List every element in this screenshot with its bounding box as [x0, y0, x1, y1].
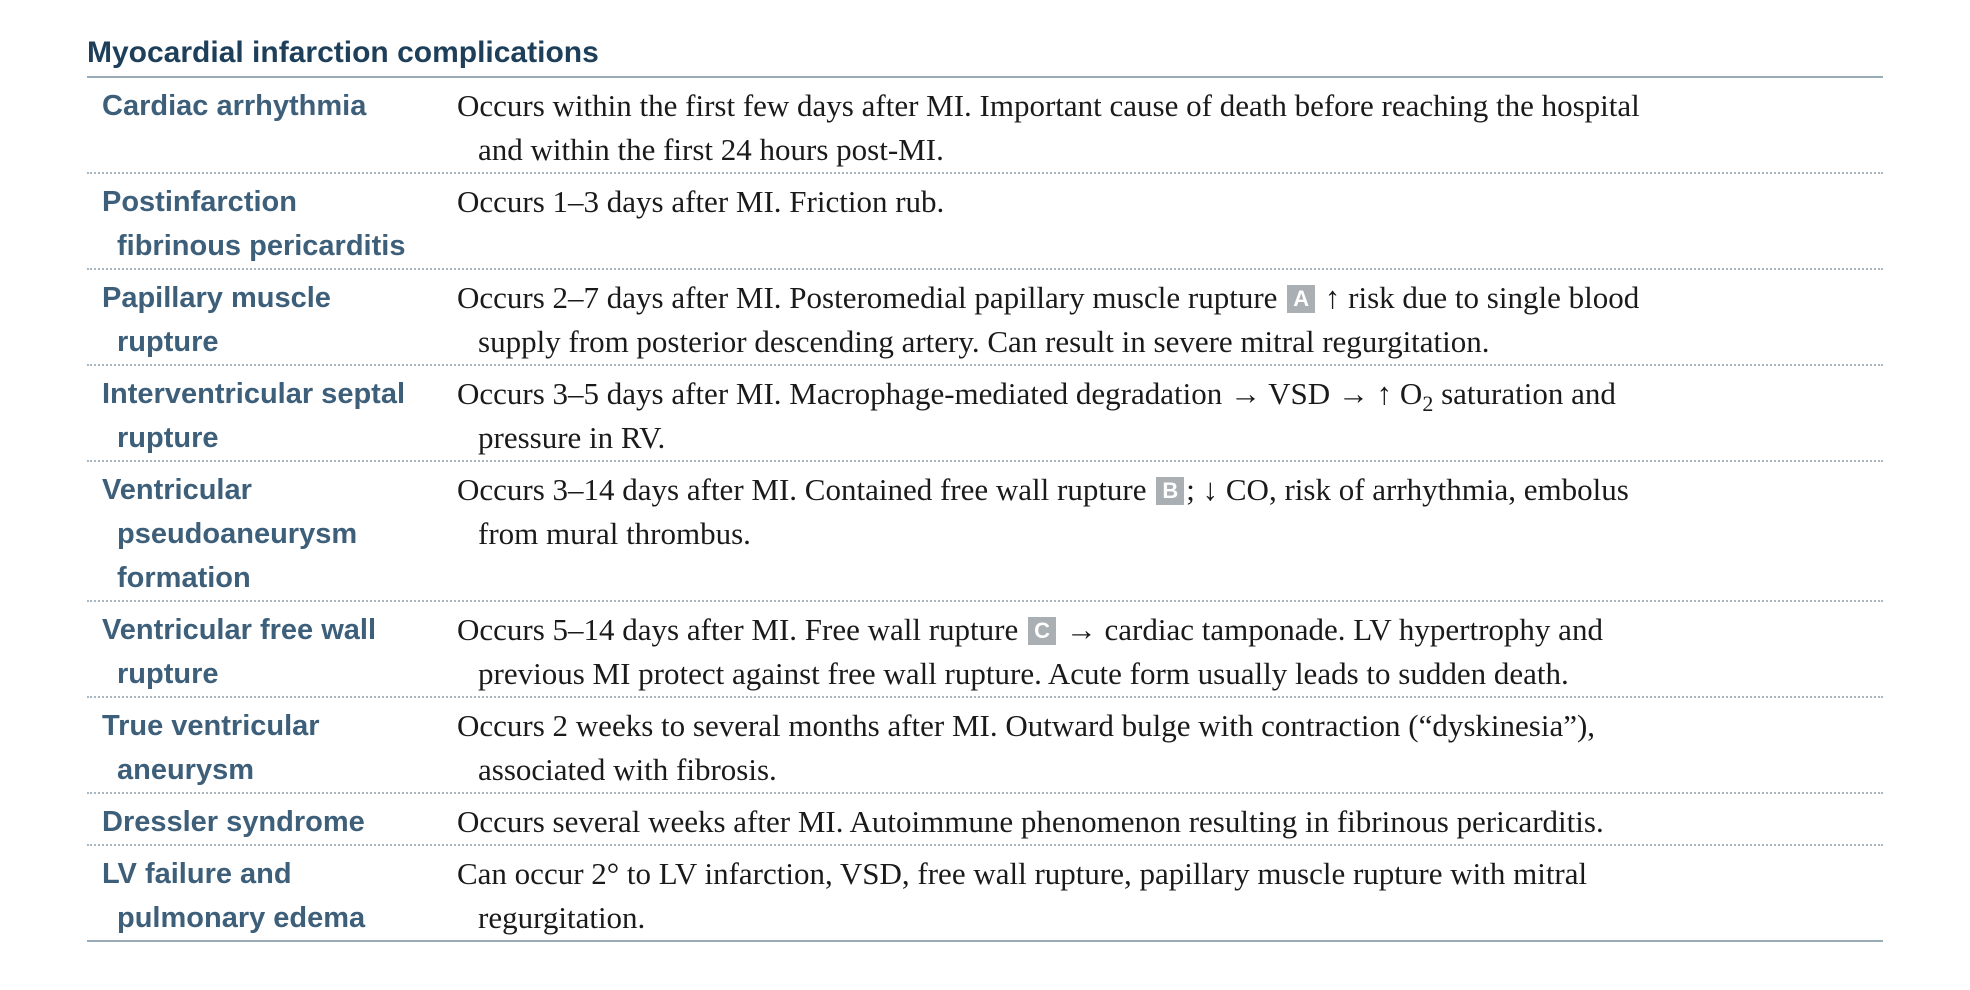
complication-description: Occurs 5–14 days after MI. Free wall rup… — [457, 608, 1883, 696]
description-text: previous MI protect against free wall ru… — [478, 656, 1569, 691]
table-row: Interventricular septal rupture Occurs 3–5… — [87, 366, 1883, 462]
complication-name-line: rupture — [117, 658, 219, 690]
description-line: regurgitation. — [457, 896, 1883, 940]
complication-name-line: LV failure and — [102, 858, 292, 890]
complication-name: LV failure and pulmonary edema — [87, 852, 457, 940]
description-text: associated with fibrosis. — [478, 752, 777, 787]
complication-description: Occurs 3–14 days after MI. Contained fre… — [457, 468, 1883, 600]
complication-name: Dressler syndrome — [87, 800, 457, 844]
top-rule — [87, 76, 1883, 78]
description-text: Occurs several weeks after MI. Autoimmun… — [457, 804, 1604, 839]
complication-description: Occurs 2 weeks to several months after M… — [457, 704, 1883, 792]
complication-description: Can occur 2° to LV infarction, VSD, free… — [457, 852, 1883, 940]
description-text: from mural thrombus. — [478, 516, 751, 551]
complication-name: Ventricular free wall rupture — [87, 608, 457, 696]
description-text: Occurs 2 weeks to several months after M… — [457, 708, 1596, 743]
table-row: Cardiac arrhythmia Occurs within the firs… — [87, 78, 1883, 174]
description-line: supply from posterior descending artery.… — [457, 320, 1883, 364]
description-text: Occurs 2–7 days after MI. Posteromedial … — [457, 280, 1286, 315]
complication-name-line: pseudoaneurysm — [117, 518, 358, 550]
subscript: 2 — [1422, 391, 1434, 417]
description-text: and within the first 24 hours post-MI. — [478, 132, 944, 167]
table-row: LV failure and pulmonary edema Can occur 2… — [87, 846, 1883, 940]
description-line: associated with fibrosis. — [457, 748, 1883, 792]
description-line: Occurs 2–7 days after MI. Posteromedial … — [457, 276, 1883, 320]
complications-table: Cardiac arrhythmia Occurs within the firs… — [87, 78, 1883, 940]
complication-name: Interventricular septal rupture — [87, 372, 457, 460]
complication-description: Occurs within the first few days after M… — [457, 84, 1883, 172]
complication-description: Occurs several weeks after MI. Autoimmun… — [457, 800, 1883, 844]
bottom-rule — [87, 940, 1883, 942]
image-reference-badge: C — [1028, 617, 1057, 645]
complication-name-line: Interventricular septal — [102, 378, 405, 410]
complication-name-line: Cardiac arrhythmia — [102, 90, 367, 122]
description-line: previous MI protect against free wall ru… — [457, 652, 1883, 696]
table-row: True ventricular aneurysm Occurs 2 weeks t… — [87, 698, 1883, 794]
complication-name-line: Papillary muscle — [102, 282, 331, 314]
description-line: pressure in RV. — [457, 416, 1883, 460]
description-text: ↑ risk due to single blood — [1317, 280, 1640, 315]
description-text: Occurs 3–14 days after MI. Contained fre… — [457, 472, 1155, 507]
description-text: Can occur 2° to LV infarction, VSD, free… — [457, 856, 1588, 891]
description-line: Can occur 2° to LV infarction, VSD, free… — [457, 852, 1883, 896]
complication-name-line: pulmonary edema — [117, 902, 366, 934]
table-title: Myocardial infarction complications — [87, 36, 599, 69]
description-line: from mural thrombus. — [457, 512, 1883, 556]
complication-name-line: Ventricular free wall — [102, 614, 377, 646]
description-text: pressure in RV. — [478, 420, 666, 455]
complication-name: Ventricular pseudoaneurysm formation — [87, 468, 457, 600]
description-line: Occurs 1–3 days after MI. Friction rub. — [457, 180, 1883, 224]
table-row: Papillary muscle rupture Occurs 2–7 days a… — [87, 270, 1883, 366]
complication-name-line: aneurysm — [117, 754, 255, 786]
table-row: Ventricular free wall rupture Occurs 5–14 … — [87, 602, 1883, 698]
description-line: Occurs 5–14 days after MI. Free wall rup… — [457, 608, 1883, 652]
complication-name: Papillary muscle rupture — [87, 276, 457, 364]
description-line: and within the first 24 hours post-MI. — [457, 128, 1883, 172]
description-text: regurgitation. — [478, 900, 646, 935]
description-text: Occurs 3–5 days after MI. Macrophage-med… — [457, 376, 1423, 411]
image-reference-badge: B — [1156, 477, 1185, 505]
complication-name-line: Postinfarction — [102, 186, 297, 218]
complication-name-line: formation — [117, 562, 251, 594]
complication-name-line: Dressler syndrome — [102, 806, 365, 838]
description-line: Occurs 3–14 days after MI. Contained fre… — [457, 468, 1883, 512]
complication-name: True ventricular aneurysm — [87, 704, 457, 792]
complication-name-line: True ventricular — [102, 710, 320, 742]
complication-name-line: rupture — [117, 326, 219, 358]
complication-name: Postinfarction fibrinous pericarditis — [87, 180, 457, 268]
description-text: ; ↓ CO, risk of arrhythmia, embolus — [1186, 472, 1629, 507]
description-text: Occurs 1–3 days after MI. Friction rub. — [457, 184, 945, 219]
description-line: Occurs within the first few days after M… — [457, 84, 1883, 128]
complication-name-line: rupture — [117, 422, 219, 454]
complication-name-line: fibrinous pericarditis — [117, 230, 406, 262]
complication-name: Cardiac arrhythmia — [87, 84, 457, 172]
complication-description: Occurs 1–3 days after MI. Friction rub. — [457, 180, 1883, 268]
complications-table-section: Myocardial infarction complications Card… — [87, 32, 1883, 942]
description-line: Occurs several weeks after MI. Autoimmun… — [457, 800, 1883, 844]
table-row: Dressler syndrome Occurs several weeks af… — [87, 794, 1883, 846]
table-row: Postinfarction fibrinous pericarditis Occu… — [87, 174, 1883, 270]
complication-name-line: Ventricular — [102, 474, 252, 506]
description-line: Occurs 2 weeks to several months after M… — [457, 704, 1883, 748]
complication-description: Occurs 2–7 days after MI. Posteromedial … — [457, 276, 1883, 364]
image-reference-badge: A — [1287, 285, 1316, 313]
description-text: saturation and — [1433, 376, 1616, 411]
description-text: Occurs 5–14 days after MI. Free wall rup… — [457, 612, 1027, 647]
description-line: Occurs 3–5 days after MI. Macrophage-med… — [457, 372, 1883, 416]
description-text: Occurs within the first few days after M… — [457, 88, 1640, 123]
complication-description: Occurs 3–5 days after MI. Macrophage-med… — [457, 372, 1883, 460]
description-text: → cardiac tamponade. LV hypertrophy and — [1058, 612, 1603, 647]
table-row: Ventricular pseudoaneurysm formation Occurs… — [87, 462, 1883, 602]
description-text: supply from posterior descending artery.… — [478, 324, 1490, 359]
